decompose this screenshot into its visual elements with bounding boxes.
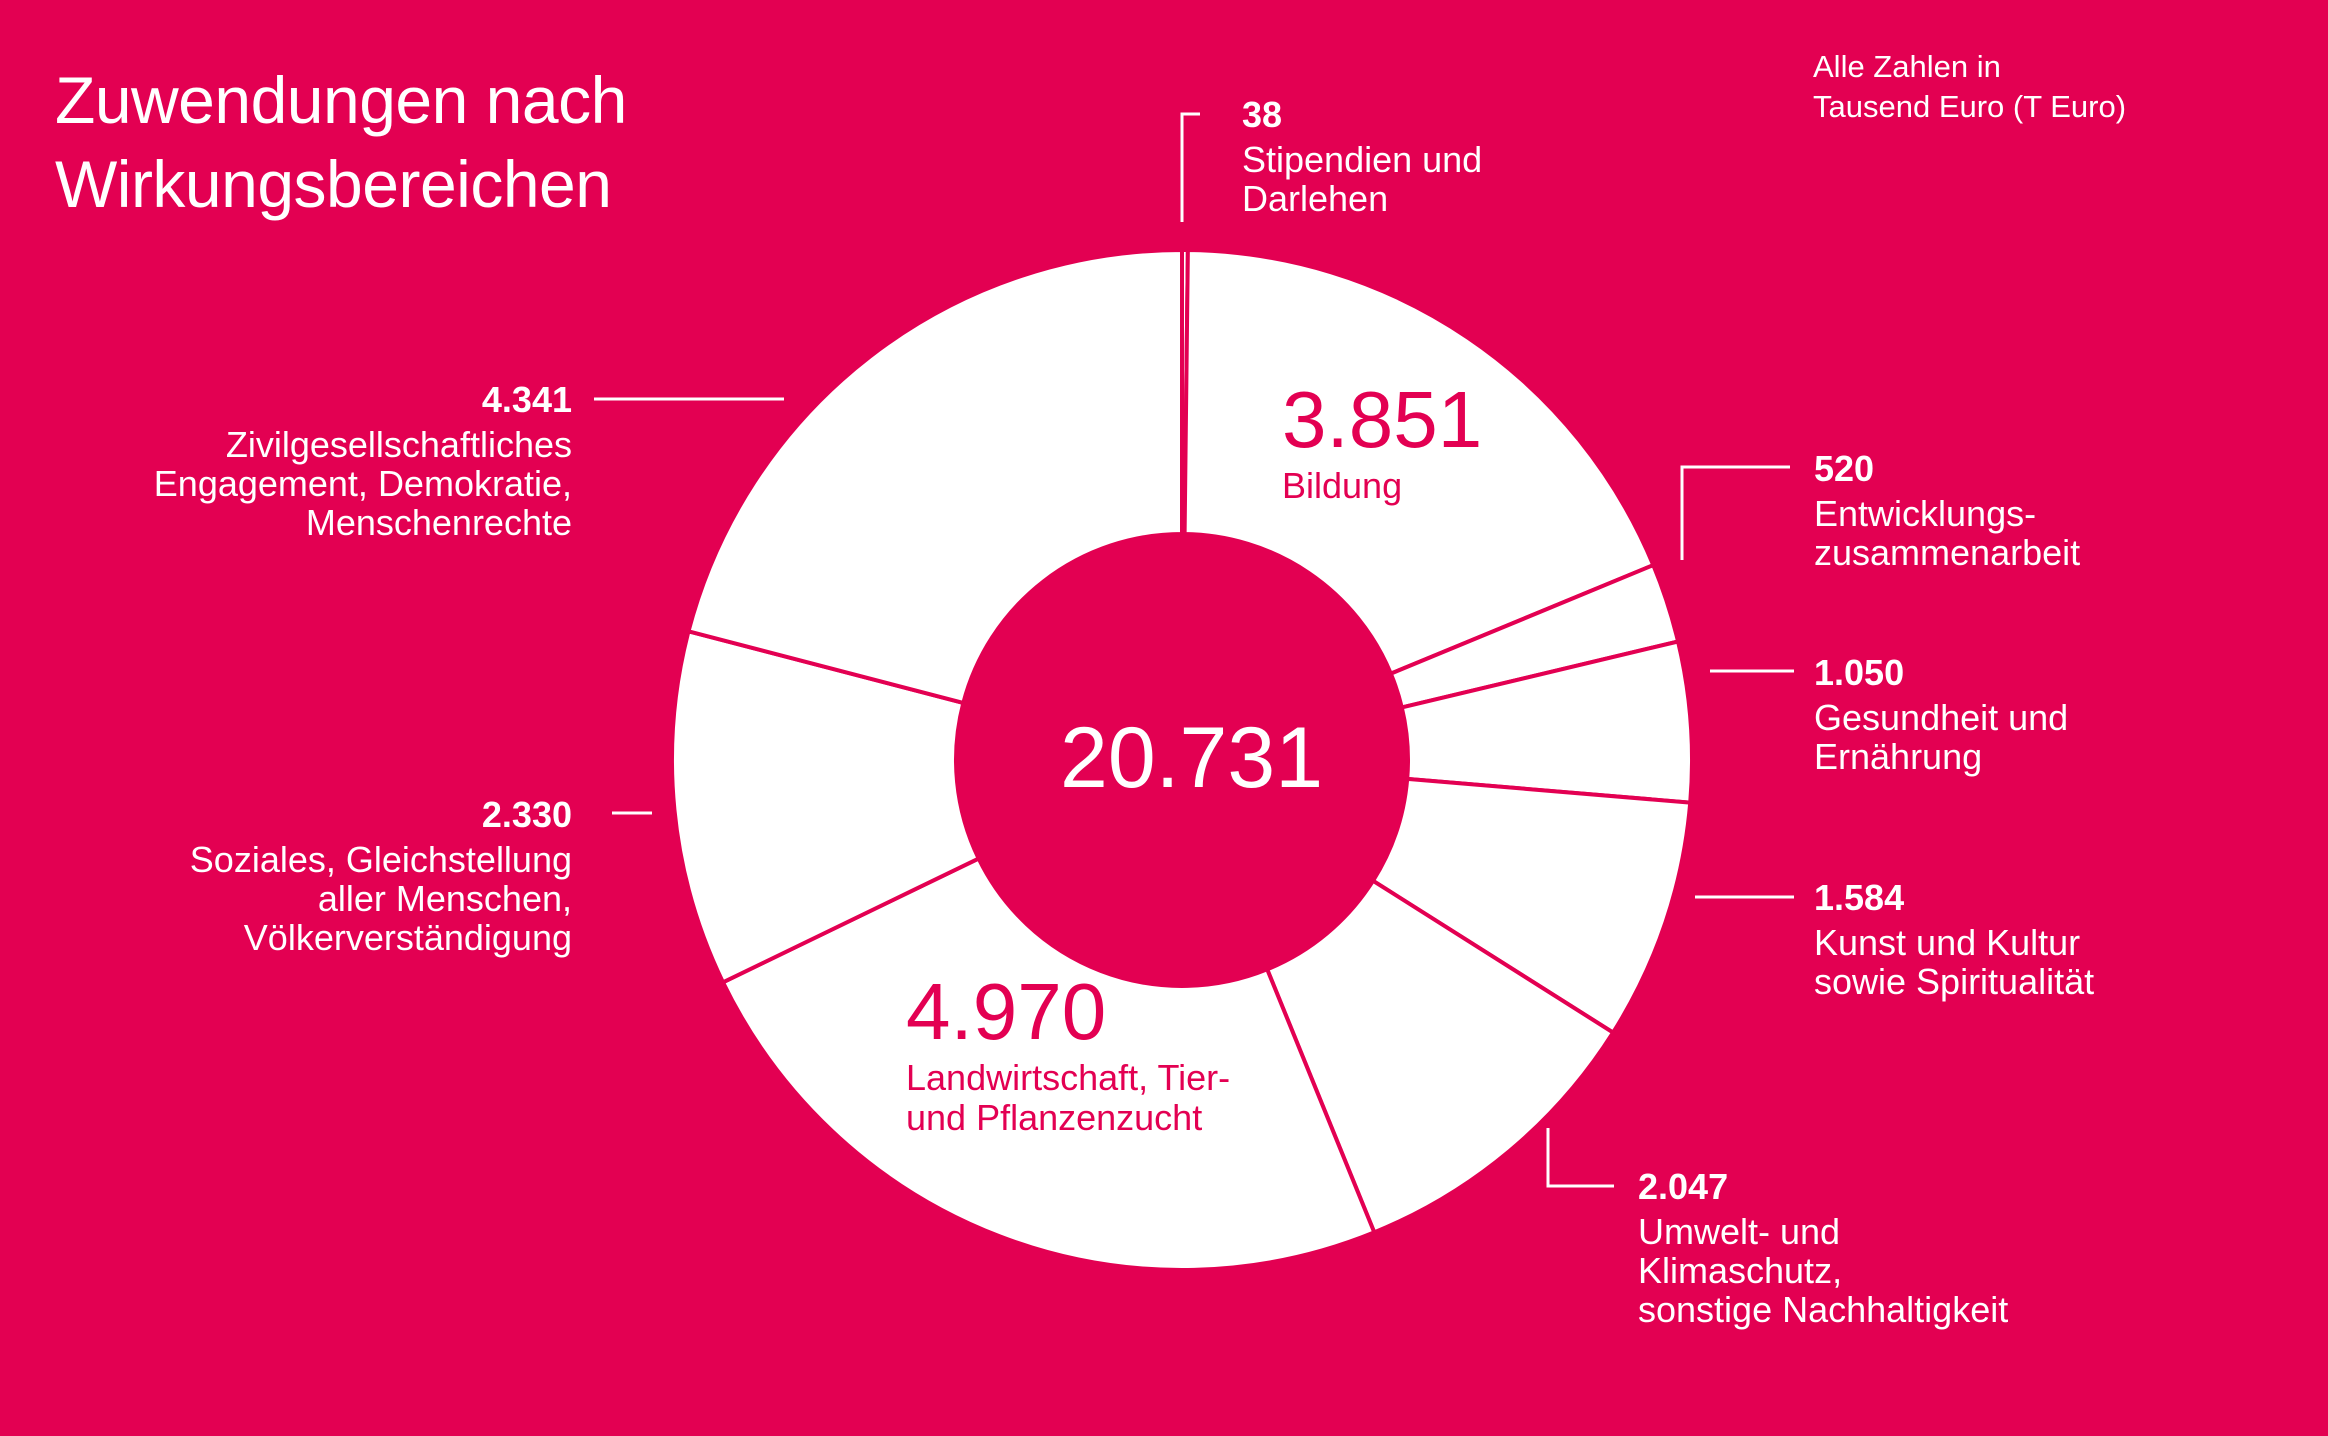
slice-value: 1.050 [1814,652,1905,693]
slice-label-umwelt: 2.047 Umwelt- und Klimaschutz, sonstige … [1638,1162,2008,1329]
slice-value: 4.341 [481,379,572,420]
slice-label-bildung: 3.851 Bildung [1282,374,1482,506]
slice-category-line: Entwicklungs- [1814,493,2037,534]
chart-title: Zuwendungen nach Wirkungsbereichen [55,58,627,226]
slice-label-zivilgesellschaft: 4.341 Zivilgesellschaftliches Engagement… [154,375,572,542]
slice-category-line: Bildung [1282,465,1403,506]
slice-category-line: Zivilgesellschaftliches [225,424,572,465]
donut-slice-zivilgesellschaft [686,247,1184,706]
donut-slice-umwelt [1264,878,1616,1235]
chart-title-line-1: Zuwendungen nach [55,63,627,137]
slice-category-line: sowie Spiritualität [1814,961,2095,1002]
leader-line-entwicklung [1680,465,1790,560]
slice-category-line: Soziales, Gleichstellung [189,839,572,880]
leader-line-umwelt [1546,1128,1614,1188]
unit-note-line-2: Tausend Euro (T Euro) [1813,89,2127,124]
slice-category-line: Engagement, Demokratie, [153,463,572,504]
slice-value: 2.047 [1638,1166,1729,1207]
slice-category-line: Gesundheit und [1814,697,2069,738]
slice-category-line: Völkerverständigung [243,917,572,958]
slice-value: 4.970 [906,967,1107,1056]
slice-value: 520 [1814,448,1875,489]
slice-label-soziales: 2.330 Soziales, Gleichstellung aller Men… [190,790,572,957]
slice-category-line: aller Menschen, [317,878,572,919]
slice-label-kunst: 1.584 Kunst und Kultur sowie Spiritualit… [1814,873,2094,1001]
slice-category-line: Ernährung [1814,736,1983,777]
slice-category-line: Darlehen [1242,178,1389,219]
slice-value: 2.330 [481,794,572,835]
donut-slice-landwirtschaft [720,855,1377,1272]
slice-category-line: sonstige Nachhaltigkeit [1638,1289,2009,1330]
slice-category-line: Klimaschutz, [1638,1250,1843,1291]
slice-label-stipendien: 38 Stipendien und Darlehen [1242,90,1482,218]
slice-category-line: zusammenarbeit [1814,532,2081,573]
donut-slice-kunst [1370,776,1693,1036]
slice-value: 38 [1242,94,1283,135]
unit-note: Alle Zahlen in Tausend Euro (T Euro) [1813,47,2126,127]
slice-category-line: Landwirtschaft, Tier- [906,1057,1231,1098]
leader-line-stipendien [1180,112,1200,222]
slice-value: 3.851 [1282,375,1483,464]
slice-label-entwicklung: 520 Entwicklungs- zusammenarbeit [1814,444,2080,572]
chart-title-line-2: Wirkungsbereichen [55,147,612,221]
slice-category-line: Kunst und Kultur [1814,922,2081,963]
donut-slice-soziales [670,628,982,985]
slice-category-line: Stipendien und [1242,139,1483,180]
unit-note-line-1: Alle Zahlen in [1813,49,2001,84]
slice-label-gesundheit: 1.050 Gesundheit und Ernährung [1814,648,2068,776]
center-total: 20.731 [1060,710,1324,806]
slice-category-line: Umwelt- und [1638,1211,1841,1252]
slice-category-line: Menschenrechte [305,502,572,543]
slice-label-landwirtschaft: 4.970 Landwirtschaft, Tier- und Pflanzen… [906,966,1230,1138]
slice-category-line: und Pflanzenzucht [906,1097,1203,1138]
donut-slice-bildung [1182,248,1656,677]
slice-value: 1.584 [1814,877,1905,918]
